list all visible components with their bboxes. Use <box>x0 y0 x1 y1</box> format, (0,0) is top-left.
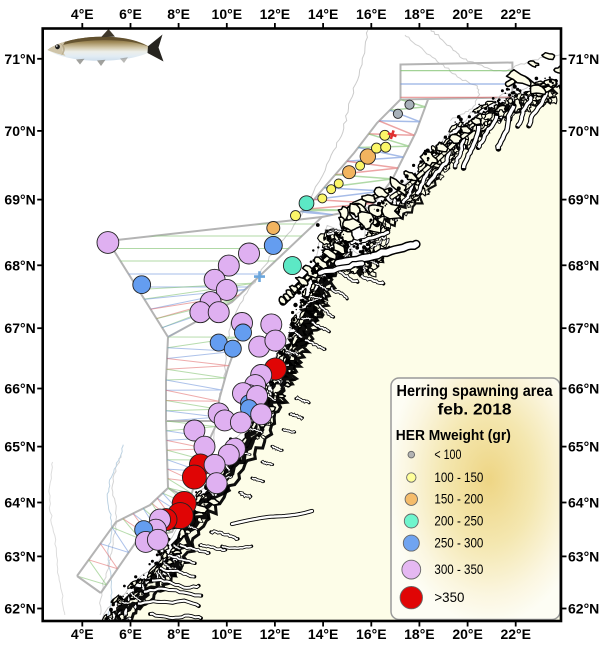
svg-text:12°E: 12°E <box>260 626 291 642</box>
svg-text:22°E: 22°E <box>500 626 531 642</box>
svg-text:10°E: 10°E <box>212 626 243 642</box>
svg-text:68°N: 68°N <box>4 257 35 273</box>
svg-text:69°N: 69°N <box>4 192 35 208</box>
svg-text:6°E: 6°E <box>119 626 142 642</box>
svg-text:8°E: 8°E <box>167 6 190 22</box>
svg-text:16°E: 16°E <box>356 6 387 22</box>
svg-text:67°N: 67°N <box>568 320 599 336</box>
svg-text:16°E: 16°E <box>356 626 387 642</box>
svg-text:200 - 250: 200 - 250 <box>434 512 483 528</box>
svg-text:71°N: 71°N <box>568 51 599 67</box>
svg-text:14°E: 14°E <box>308 626 339 642</box>
svg-text:12°E: 12°E <box>260 6 291 22</box>
svg-text:250 - 300: 250 - 300 <box>434 534 483 550</box>
svg-text:66°N: 66°N <box>568 381 599 397</box>
svg-text:64°N: 64°N <box>568 495 599 511</box>
svg-text:71°N: 71°N <box>4 51 35 67</box>
svg-text:65°N: 65°N <box>4 439 35 455</box>
svg-text:69°N: 69°N <box>568 192 599 208</box>
svg-text:8°E: 8°E <box>167 626 190 642</box>
svg-text:feb. 2018: feb. 2018 <box>438 402 512 419</box>
svg-text:67°N: 67°N <box>4 320 35 336</box>
svg-text:6°E: 6°E <box>119 6 142 22</box>
svg-text:63°N: 63°N <box>568 548 599 564</box>
svg-text:64°N: 64°N <box>4 495 35 511</box>
svg-text:66°N: 66°N <box>4 381 35 397</box>
svg-text:10°E: 10°E <box>212 6 243 22</box>
svg-text:70°N: 70°N <box>4 123 35 139</box>
svg-text:14°E: 14°E <box>308 6 339 22</box>
svg-text:62°N: 62°N <box>4 601 35 617</box>
svg-text:20°E: 20°E <box>452 626 483 642</box>
svg-text:100 - 150: 100 - 150 <box>434 469 483 485</box>
svg-text:4°E: 4°E <box>71 626 94 642</box>
svg-text:63°N: 63°N <box>4 548 35 564</box>
svg-text:18°E: 18°E <box>404 6 435 22</box>
svg-text:70°N: 70°N <box>568 123 599 139</box>
svg-text:150 - 200: 150 - 200 <box>434 491 483 507</box>
svg-text:18°E: 18°E <box>404 626 435 642</box>
svg-text:62°N: 62°N <box>568 601 599 617</box>
svg-text:Herring spawning area: Herring spawning area <box>397 383 553 400</box>
svg-text:68°N: 68°N <box>568 257 599 273</box>
svg-text:300 - 350: 300 - 350 <box>434 561 483 577</box>
svg-text:< 100: < 100 <box>434 446 461 462</box>
svg-text:20°E: 20°E <box>452 6 483 22</box>
svg-text:22°E: 22°E <box>500 6 531 22</box>
svg-text:HER Mweight (gr): HER Mweight (gr) <box>396 427 511 444</box>
svg-text:>350: >350 <box>434 589 464 605</box>
svg-text:65°N: 65°N <box>568 439 599 455</box>
svg-text:4°E: 4°E <box>71 6 94 22</box>
